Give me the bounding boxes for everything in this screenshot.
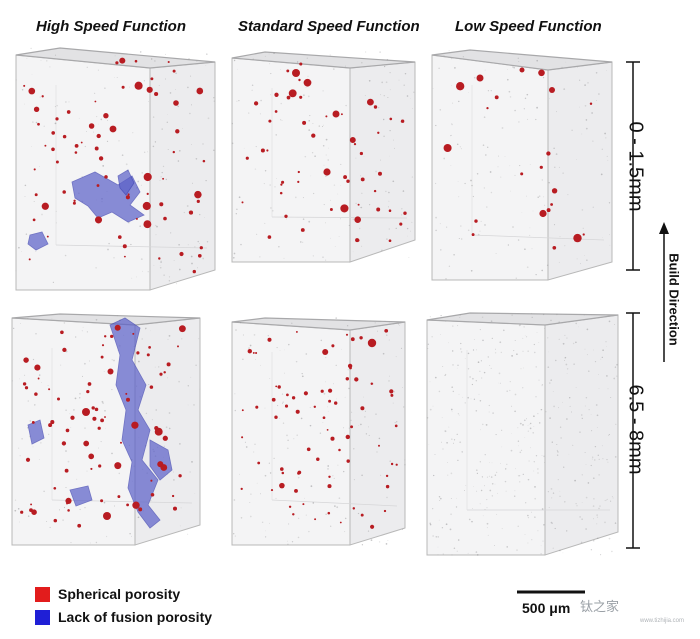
scale-bar-label: 500 μm	[522, 600, 571, 616]
lack-of-fusion-cluster	[27, 231, 49, 251]
large-pore	[332, 110, 340, 118]
large-pore	[323, 168, 331, 176]
legend-item-spherical: Spherical porosity	[35, 586, 180, 602]
large-pore	[103, 512, 111, 520]
large-pore	[109, 125, 117, 133]
legend-item-lack-of-fusion: Lack of fusion porosity	[35, 609, 212, 625]
lack-of-fusion-cluster	[27, 419, 45, 445]
lack-of-fusion-cluster	[149, 439, 173, 481]
large-pore	[173, 100, 179, 106]
block-std-bottom	[231, 317, 406, 546]
legend-label-lack-of-fusion: Lack of fusion porosity	[58, 609, 213, 625]
block-low-top	[431, 49, 613, 281]
row-range-bracket-top	[626, 61, 640, 271]
column-title-standard-speed: Standard Speed Function	[238, 18, 420, 35]
block-high-top-spherical-pores	[23, 57, 206, 274]
watermark: 钛之家	[580, 599, 620, 614]
row-range-bracket-bottom	[626, 312, 640, 549]
build-direction-arrow	[659, 222, 669, 362]
column-title-low-speed: Low Speed Function	[455, 18, 602, 35]
row-label-top: 0 - 1.5mm	[624, 121, 647, 212]
block-low-top-spherical-pores	[443, 69, 593, 250]
block-std-top	[231, 51, 416, 263]
large-pore	[292, 69, 300, 77]
large-pore	[367, 338, 377, 348]
build-direction-label: Build Direction	[666, 253, 682, 346]
legend-label-spherical: Spherical porosity	[58, 586, 181, 602]
large-pore	[476, 74, 484, 82]
block-high-bottom-spherical-pores	[20, 324, 186, 528]
spherical-swatch	[35, 586, 50, 602]
large-pore	[519, 67, 525, 73]
column-title-high-speed: High Speed Function	[36, 18, 186, 35]
block-std-bottom-spherical-pores	[240, 328, 398, 529]
lack-of-fusion-swatch	[35, 609, 50, 625]
watermark-url: www.tizhijia.com	[640, 618, 685, 624]
block-high-top	[15, 47, 216, 291]
block-std-top-spherical-pores	[241, 62, 407, 243]
row-label-bottom: 6.5 - 8mm	[624, 384, 647, 475]
large-pore	[549, 87, 555, 93]
large-pore	[82, 408, 90, 416]
lack-of-fusion-cluster	[117, 169, 135, 196]
lack-of-fusion-cluster	[69, 485, 93, 507]
block-low-bottom	[426, 312, 619, 556]
